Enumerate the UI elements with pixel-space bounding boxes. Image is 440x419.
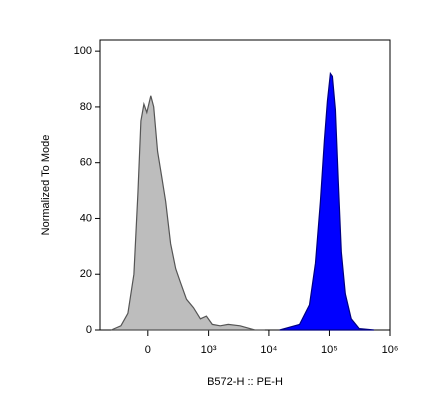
x-tick-label: 0 (145, 344, 151, 356)
x-tick-label: 10³ (201, 344, 217, 356)
histogram-area (110, 95, 265, 331)
y-axis-label: Normalized To Mode (40, 135, 52, 236)
x-tick-label: 10⁶ (382, 344, 399, 356)
y-tick-label: 80 (80, 101, 92, 113)
x-axis-label: B572-H :: PE-H (207, 376, 283, 388)
x-tick-label: 10⁵ (321, 344, 338, 356)
y-tick-label: 20 (80, 268, 92, 280)
y-tick-label: 60 (80, 157, 92, 169)
y-tick-label: 40 (80, 212, 92, 224)
x-tick-label: 10⁴ (260, 344, 277, 356)
y-tick-label: 0 (86, 324, 92, 336)
y-tick-label: 100 (74, 45, 92, 57)
histogram-area (279, 71, 375, 331)
